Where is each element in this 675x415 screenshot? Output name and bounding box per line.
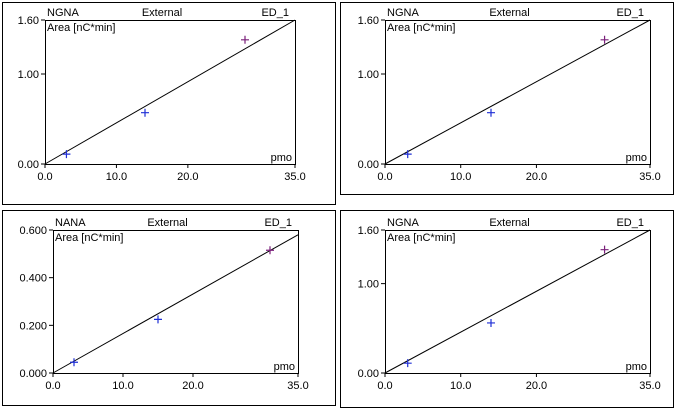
plot-area — [385, 230, 651, 374]
data-point — [70, 358, 78, 367]
analyte-label: NGNA — [47, 7, 79, 19]
analyte-label: NGNA — [387, 7, 419, 19]
fit-line — [44, 19, 296, 165]
mode-label: External — [142, 7, 182, 19]
analyte-label: NGNA — [387, 217, 419, 229]
detector-label: ED_1 — [616, 7, 644, 19]
y-axis-label: Area [nC*min] — [47, 22, 115, 34]
y-tick-label: 0.00 — [18, 159, 39, 171]
x-tick-label: 10.0 — [106, 171, 127, 183]
x-axis-label: pmo — [626, 361, 647, 373]
data-point — [154, 315, 162, 324]
y-tick-label: 0.00 — [358, 368, 379, 380]
calibration-chart: NGNA External ED_1 Area [nC*min] pmo 0.0 10.0 2… — [2, 2, 336, 205]
x-tick-label: 35.0 — [284, 171, 305, 183]
x-tick-label: 0.0 — [377, 171, 392, 183]
x-tick-label: 35.0 — [287, 380, 308, 392]
mode-label: External — [489, 217, 529, 229]
data-point — [487, 108, 495, 117]
fit-line — [52, 234, 299, 374]
chart-frame — [340, 2, 674, 195]
chart-panel-bottom-right: NGNA External ED_1 Area [nC*min] pmo 0.0 10.0 2… — [338, 208, 675, 415]
y-tick-label: 1.60 — [18, 15, 39, 27]
calibration-chart: NGNA External ED_1 Area [nC*min] pmo 0.0 10.0 2… — [340, 210, 674, 408]
y-tick-label: 1.60 — [358, 15, 379, 27]
calibration-chart: NGNA External ED_1 Area [nC*min] pmo 0.0 10.0 2… — [340, 2, 674, 195]
y-tick-label: 0.000 — [19, 368, 47, 380]
y-axis-label: Area [nC*min] — [387, 22, 455, 34]
analyte-label: NANA — [55, 217, 86, 229]
y-tick-label: 0.600 — [19, 225, 47, 237]
data-point — [241, 35, 249, 44]
plot-area — [385, 20, 651, 165]
y-tick-label: 1.00 — [358, 279, 379, 291]
data-point — [266, 246, 274, 255]
chart-panel-top-left: NGNA External ED_1 Area [nC*min] pmo 0.0 10.0 2… — [0, 0, 337, 207]
chart-frame — [2, 210, 336, 406]
y-axis-label: Area [nC*min] — [55, 232, 123, 244]
y-tick-label: 1.00 — [18, 69, 39, 81]
x-tick-label: 10.0 — [450, 380, 471, 392]
data-point — [487, 318, 495, 327]
x-tick-label: 0.0 — [37, 171, 52, 183]
y-axis-label: Area [nC*min] — [387, 232, 455, 244]
x-axis-label: pmo — [271, 152, 292, 164]
x-axis-label: pmo — [626, 152, 647, 164]
mode-label: External — [489, 7, 529, 19]
fit-line — [384, 229, 651, 374]
detector-label: ED_1 — [264, 217, 292, 229]
y-tick-label: 0.400 — [19, 273, 47, 285]
detector-label: ED_1 — [261, 7, 289, 19]
y-tick-label: 1.60 — [358, 225, 379, 237]
chart-frame — [2, 2, 336, 205]
x-tick-label: 20.0 — [182, 380, 203, 392]
fit-line — [384, 19, 651, 165]
x-tick-label: 35.0 — [639, 380, 660, 392]
x-tick-label: 0.0 — [377, 380, 392, 392]
x-axis-label: pmo — [274, 361, 295, 373]
data-point — [403, 150, 412, 159]
x-tick-label: 10.0 — [112, 380, 133, 392]
mode-label: External — [147, 217, 187, 229]
detector-label: ED_1 — [616, 217, 644, 229]
x-tick-label: 20.0 — [526, 380, 547, 392]
data-point — [403, 359, 412, 368]
x-tick-label: 0.0 — [45, 380, 60, 392]
y-tick-label: 1.00 — [358, 69, 379, 81]
x-tick-label: 20.0 — [177, 171, 198, 183]
chart-panel-top-right: NGNA External ED_1 Area [nC*min] pmo 0.0 10.0 2… — [338, 0, 675, 207]
y-tick-label: 0.00 — [358, 159, 379, 171]
data-point — [600, 245, 609, 254]
plot-area — [45, 20, 296, 165]
chart-panel-bottom-left: NANA External ED_1 Area [nC*min] pmo 0.0 10.0 2… — [0, 208, 337, 415]
x-tick-label: 10.0 — [450, 171, 471, 183]
calibration-chart: NANA External ED_1 Area [nC*min] pmo 0.0 10.0 2… — [2, 210, 336, 406]
y-tick-label: 0.200 — [19, 320, 47, 332]
data-point — [62, 150, 71, 159]
data-point — [600, 35, 609, 44]
data-point — [141, 108, 149, 117]
plot-area — [53, 230, 299, 374]
x-tick-label: 20.0 — [526, 171, 547, 183]
x-tick-label: 35.0 — [639, 171, 660, 183]
chart-frame — [340, 210, 674, 408]
